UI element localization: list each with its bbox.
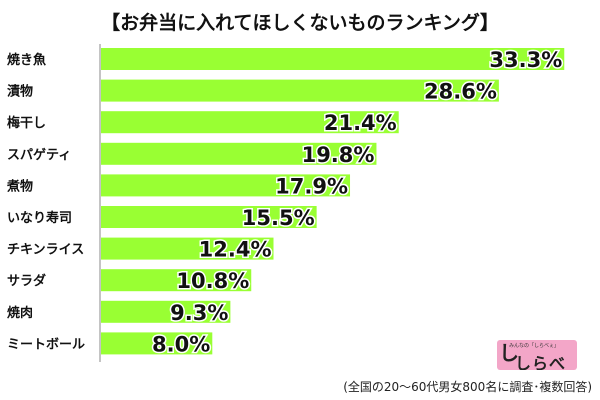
bar (101, 79, 499, 102)
survey-footnote: (全国の20～60代男女800名に調査･複数回答) (343, 380, 592, 394)
category-label: チキンライス (7, 243, 84, 258)
category-label: スパゲティ (7, 147, 71, 163)
bar (101, 111, 399, 134)
value-label: 19.8% (302, 143, 375, 167)
value-label: 10.8% (176, 269, 249, 293)
category-label: 焼肉 (7, 305, 33, 321)
value-label: 21.4% (324, 111, 397, 135)
logo-name: しらべぇ (515, 354, 567, 370)
category-label: サラダ (7, 273, 46, 289)
category-label: 梅干し (7, 115, 46, 131)
shirabee-logo: し みんなの「しらべぇ」 しらべぇ (497, 340, 577, 370)
bar (101, 332, 213, 355)
value-label: 33.3% (489, 48, 562, 72)
bar (101, 269, 252, 292)
value-label: 28.6% (424, 80, 497, 104)
value-label: 8.0% (152, 332, 210, 356)
bar (101, 300, 231, 323)
category-label: 煮物 (6, 178, 33, 194)
bar (101, 174, 351, 197)
category-label: ミートボール (7, 336, 85, 352)
logo-tagline: みんなの「しらべぇ」 (509, 343, 560, 349)
chart-title: 【お弁当に入れてほしくないものランキング】 (101, 12, 499, 34)
bar (101, 142, 377, 165)
value-label: 12.4% (199, 238, 272, 262)
bar (101, 48, 565, 70)
bar (101, 206, 317, 228)
value-label: 15.5% (242, 206, 315, 230)
category-label: 焼き魚 (7, 52, 46, 68)
category-label: いなり寿司 (7, 210, 72, 226)
logo-mark-icon: し (499, 341, 519, 365)
bar (101, 237, 274, 260)
value-label: 17.9% (275, 174, 348, 198)
category-label: 漬物 (7, 84, 33, 100)
value-label: 9.3% (170, 301, 228, 325)
